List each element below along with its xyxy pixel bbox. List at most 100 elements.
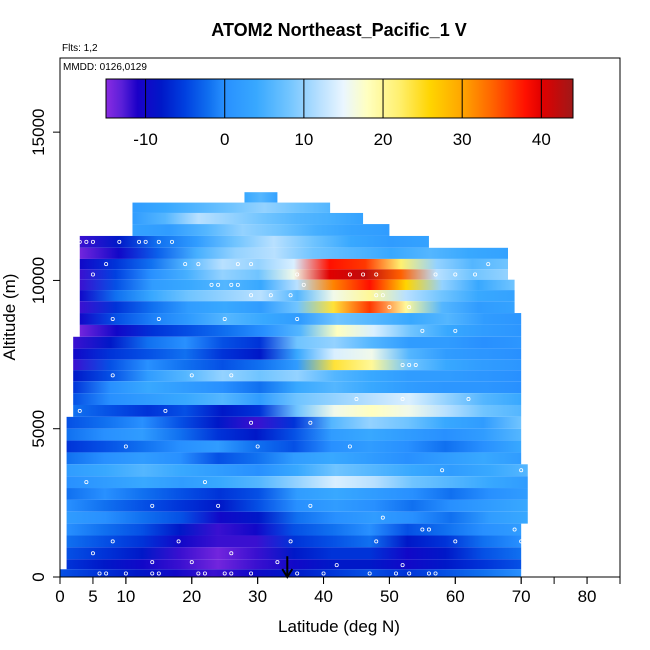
heatmap-band — [66, 452, 522, 465]
colorbar-tick-label: 0 — [220, 130, 229, 149]
sample-point — [216, 503, 221, 508]
heatmap-band — [73, 359, 522, 371]
sample-point — [473, 272, 478, 277]
heatmap-band — [79, 324, 522, 337]
heatmap-band — [66, 547, 522, 560]
sample-point — [380, 293, 385, 298]
heatmap-band — [66, 511, 528, 524]
sample-point — [288, 293, 293, 298]
sample-point — [433, 272, 438, 277]
sample-point — [176, 539, 181, 544]
colorbar-tick-label: 40 — [532, 130, 551, 149]
sample-point — [150, 560, 155, 565]
heatmap-band — [66, 440, 522, 453]
sample-point — [156, 316, 161, 321]
x-tick-label: 30 — [248, 587, 267, 606]
colorbar-tick-label: 30 — [453, 130, 472, 149]
sample-point — [255, 444, 260, 449]
sample-point — [367, 571, 372, 576]
sample-point — [268, 293, 273, 298]
heatmap-band — [66, 488, 528, 500]
heatmap-band — [66, 428, 522, 441]
x-tick-label: 80 — [578, 587, 597, 606]
sample-point — [163, 408, 168, 413]
sample-point — [110, 316, 115, 321]
x-tick-label: 50 — [380, 587, 399, 606]
sample-point — [295, 272, 300, 277]
sample-point — [123, 444, 128, 449]
sample-point — [374, 293, 379, 298]
sample-point — [413, 362, 418, 367]
sample-point — [202, 480, 207, 485]
heatmap-band — [79, 301, 515, 314]
sample-points — [77, 239, 524, 576]
sample-point — [84, 239, 89, 244]
sample-point — [104, 571, 109, 576]
sample-point — [110, 373, 115, 378]
sample-point — [288, 539, 293, 544]
heatmap-band — [66, 559, 522, 570]
y-tick-label: 15000 — [29, 109, 48, 156]
sample-point — [407, 305, 412, 310]
colorbar-gradient — [105, 78, 574, 119]
sample-point — [90, 551, 95, 556]
sample-point — [77, 239, 82, 244]
sample-point — [222, 571, 227, 576]
sample-point — [123, 571, 128, 576]
sample-point — [196, 571, 201, 576]
sample-point — [90, 239, 95, 244]
sample-point — [229, 373, 234, 378]
y-axis: 0 5000 10000 15000 — [29, 109, 60, 582]
sample-point — [453, 272, 458, 277]
sample-point — [137, 239, 142, 244]
heatmap-band — [132, 202, 331, 213]
sample-point — [196, 262, 201, 267]
sample-point — [380, 515, 385, 520]
heatmap-band — [73, 381, 522, 394]
heatmap-band — [66, 416, 522, 429]
heatmap-band — [73, 370, 522, 382]
heatmap-band — [73, 393, 522, 405]
sample-point — [519, 539, 524, 544]
x-tick-label: 5 — [88, 587, 97, 606]
colorbar-tick-label: -10 — [133, 130, 158, 149]
sample-point — [249, 571, 254, 576]
sample-point — [466, 397, 471, 402]
sample-point — [426, 527, 431, 532]
sample-point — [407, 362, 412, 367]
sample-point — [150, 503, 155, 508]
sample-point — [77, 408, 82, 413]
heatmap-band — [73, 336, 522, 349]
sample-point — [374, 539, 379, 544]
heatmap-band — [79, 247, 508, 259]
heatmap-band — [79, 258, 508, 270]
sample-point — [308, 503, 313, 508]
x-tick-label: 60 — [446, 587, 465, 606]
position-arrow-icon — [281, 556, 294, 579]
sample-point — [453, 328, 458, 333]
sample-point — [519, 468, 524, 473]
sample-point — [295, 316, 300, 321]
sample-point — [295, 571, 300, 576]
colorbar-tick-label: 20 — [374, 130, 393, 149]
sample-point — [420, 527, 425, 532]
sample-point — [361, 272, 366, 277]
x-tick-label: 10 — [116, 587, 135, 606]
sample-point — [229, 282, 234, 287]
sample-point — [407, 571, 412, 576]
heatmap-band — [66, 535, 522, 548]
sample-point — [143, 239, 148, 244]
sample-point — [117, 239, 122, 244]
sample-point — [97, 571, 102, 576]
sample-point — [347, 444, 352, 449]
heatmap-band — [66, 476, 528, 489]
sample-point — [400, 563, 405, 568]
sample-point — [420, 328, 425, 333]
sample-point — [321, 571, 326, 576]
chart-title: ATOM2 Northeast_Pacific_1 V — [211, 20, 466, 40]
heatmap-band — [79, 290, 515, 302]
colorbar: -10 0 10 20 30 40 — [105, 78, 574, 149]
sample-point — [202, 571, 207, 576]
sample-point — [486, 262, 491, 267]
plot-frame — [59, 57, 621, 578]
